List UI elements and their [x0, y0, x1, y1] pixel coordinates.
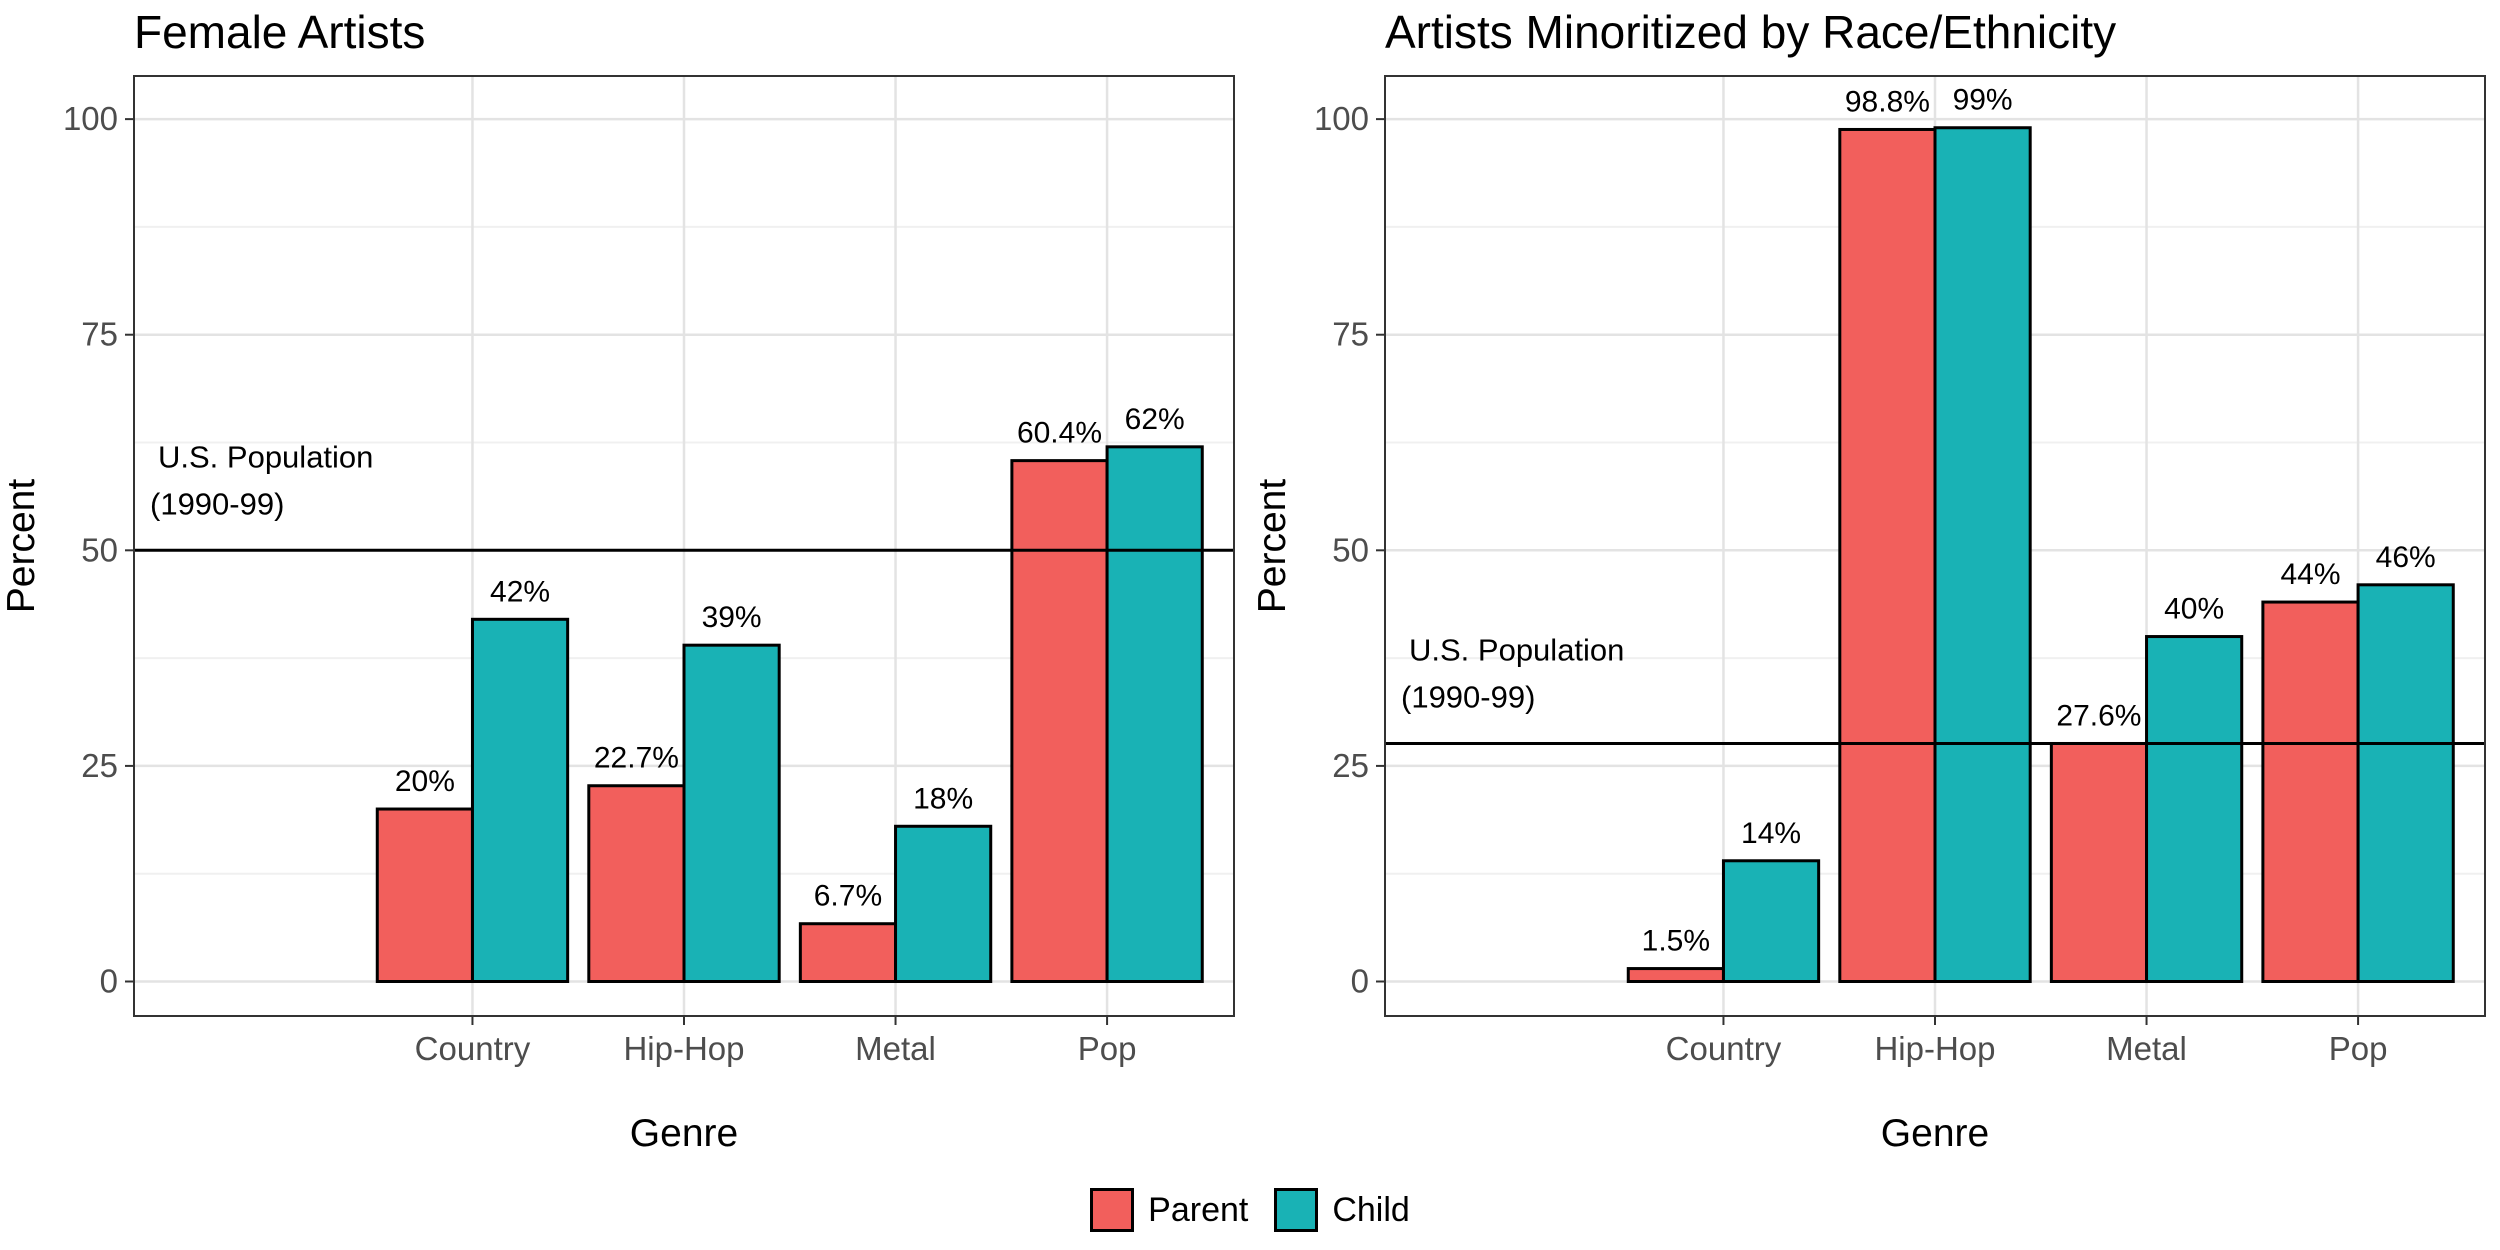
- bar-label-child: 62%: [1125, 403, 1185, 436]
- x-tick-label: Metal: [855, 1030, 936, 1067]
- panel-border: [133, 75, 1235, 1017]
- y-tick-label: 75: [1332, 316, 1369, 353]
- panel-title: Artists Minoritized by Race/Ethnicity: [1385, 6, 2116, 58]
- bar-label-child: 99%: [1953, 84, 2013, 117]
- bar-child: [1105, 445, 1204, 984]
- bar-label-child: 42%: [490, 575, 550, 608]
- bar-child: [1721, 859, 1821, 984]
- panel-border: [1384, 75, 2486, 1017]
- y-tick-label: 0: [1351, 963, 1369, 1000]
- legend-item-parent: Parent: [1090, 1188, 1248, 1232]
- bar-parent: [2261, 600, 2360, 984]
- bar-label-parent: 6.7%: [814, 880, 882, 913]
- bar-child: [2356, 583, 2455, 984]
- bar-label-child: 14%: [1741, 817, 1801, 850]
- legend-item-child: Child: [1274, 1188, 1410, 1232]
- y-tick-label: 50: [81, 531, 118, 568]
- bar-child: [1933, 126, 2032, 984]
- bar-label-child: 18%: [913, 782, 973, 815]
- bar-parent: [798, 922, 898, 984]
- y-tick-label: 100: [1314, 100, 1369, 137]
- bar-label-child: 46%: [2376, 541, 2436, 574]
- legend: Parent Child: [0, 1175, 2500, 1245]
- bar-label-parent: 27.6%: [2056, 699, 2141, 732]
- reference-label-line1: U.S. Population: [1409, 632, 1624, 667]
- legend-key-parent: [1090, 1188, 1135, 1232]
- bar-child: [2145, 635, 2244, 984]
- x-tick-label: Pop: [1078, 1030, 1137, 1067]
- bar-child: [682, 643, 781, 984]
- panel-title: Female Artists: [134, 6, 425, 58]
- bar-parent: [1010, 459, 1109, 984]
- y-tick-label: 25: [81, 747, 118, 784]
- bar-label-parent: 22.7%: [594, 742, 679, 775]
- y-tick-label: 50: [1332, 531, 1369, 568]
- bar-child: [894, 824, 993, 984]
- bar-label-parent: 20%: [395, 765, 455, 798]
- y-axis-title: Percent: [1251, 479, 1294, 614]
- x-tick-label: Hip-Hop: [623, 1030, 744, 1067]
- bar-label-child: 39%: [702, 601, 762, 634]
- bar-parent: [587, 784, 686, 984]
- bar-child: [470, 617, 570, 984]
- x-tick-label: Country: [415, 1030, 531, 1067]
- y-axis-title: Percent: [0, 479, 43, 614]
- legend-key-child: [1274, 1188, 1319, 1232]
- bar-label-child: 40%: [2164, 593, 2224, 626]
- x-tick-label: Hip-Hop: [1874, 1030, 1995, 1067]
- charts-figure: Female Artists 0 25 50 75 100 Country Hip-Hop Me…: [0, 6, 2486, 1155]
- legend-label-child: Child: [1332, 1190, 1410, 1229]
- x-axis-title: Genre: [1881, 1112, 1989, 1155]
- reference-label-line2: (1990-99): [1401, 679, 1535, 714]
- x-tick-label: Metal: [2106, 1030, 2187, 1067]
- chart-panel-2: Artists Minoritized by Race/Ethnicity 0 25…: [1251, 6, 2486, 1155]
- y-tick-label: 100: [63, 100, 118, 137]
- bar-label-parent: 60.4%: [1017, 417, 1102, 450]
- bar-parent: [1838, 127, 1937, 984]
- y-tick-label: 75: [81, 316, 118, 353]
- x-tick-label: Pop: [2329, 1030, 2388, 1067]
- legend-label-parent: Parent: [1148, 1190, 1249, 1229]
- x-tick-label: Country: [1666, 1030, 1782, 1067]
- reference-label-line2: (1990-99): [150, 486, 284, 521]
- bar-label-parent: 98.8%: [1845, 85, 1930, 118]
- bar-label-parent: 1.5%: [1642, 925, 1710, 958]
- x-axis-title: Genre: [630, 1112, 738, 1155]
- y-tick-label: 0: [100, 963, 118, 1000]
- bar-parent: [375, 807, 474, 984]
- chart-panel-1: Female Artists 0 25 50 75 100 Country Hip-Hop Me…: [0, 6, 1235, 1155]
- bar-label-parent: 44%: [2280, 558, 2340, 591]
- y-tick-label: 25: [1332, 747, 1369, 784]
- bar-parent: [2049, 741, 2149, 984]
- reference-label-line1: U.S. Population: [158, 439, 373, 474]
- bar-parent: [1626, 967, 1725, 984]
